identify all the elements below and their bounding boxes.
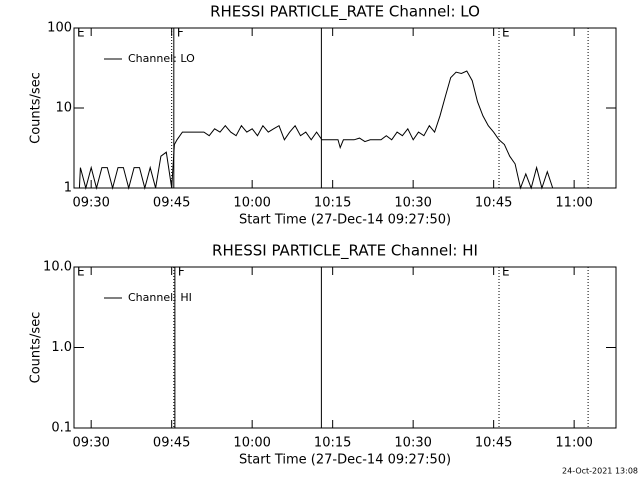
x-tick-label: 10:15 <box>314 436 351 451</box>
timestamp: 24-Oct-2021 13:08 <box>562 467 638 476</box>
x-tick-label: 11:00 <box>555 196 592 211</box>
marker-label: E <box>502 265 510 279</box>
y-tick-label: 10.0 <box>43 260 72 275</box>
x-tick-label: 10:45 <box>475 436 512 451</box>
y-tick-label: 1.0 <box>51 340 72 355</box>
x-tick-label: 10:30 <box>394 196 431 211</box>
y-tick-label: 100 <box>47 21 72 36</box>
data-line <box>78 70 554 190</box>
y-tick-label: 0.1 <box>51 421 72 436</box>
x-tick-label: 10:00 <box>233 436 270 451</box>
marker-label: E <box>502 26 510 40</box>
y-axis-label: Counts/sec <box>29 312 44 384</box>
chart-title: RHESSI PARTICLE_RATE Channel: HI <box>212 242 478 261</box>
y-tick-label: 1 <box>64 181 72 196</box>
x-tick-label: 10:45 <box>475 196 512 211</box>
marker-label: E <box>77 265 85 279</box>
legend-label: Channel: HI <box>128 291 192 304</box>
x-tick-label: 11:00 <box>555 436 592 451</box>
marker-label: F <box>177 26 184 40</box>
marker-label: F <box>178 265 185 279</box>
x-tick-label: 09:30 <box>72 196 109 211</box>
x-tick-label: 10:30 <box>394 436 431 451</box>
marker-label: E <box>77 26 85 40</box>
y-axis-label: Counts/sec <box>29 72 44 144</box>
legend-label: Channel: LO <box>128 52 195 65</box>
x-tick-label: 10:15 <box>314 196 351 211</box>
x-axis-label: Start Time (27-Dec-14 09:27:50) <box>239 453 451 468</box>
x-tick-label: 10:00 <box>233 196 270 211</box>
x-tick-label: 09:30 <box>72 436 109 451</box>
chart-title: RHESSI PARTICLE_RATE Channel: LO <box>210 3 480 22</box>
x-axis-label: Start Time (27-Dec-14 09:27:50) <box>239 213 451 228</box>
x-tick-label: 09:45 <box>153 196 190 211</box>
y-tick-label: 10 <box>55 101 72 116</box>
x-tick-label: 09:45 <box>153 436 190 451</box>
